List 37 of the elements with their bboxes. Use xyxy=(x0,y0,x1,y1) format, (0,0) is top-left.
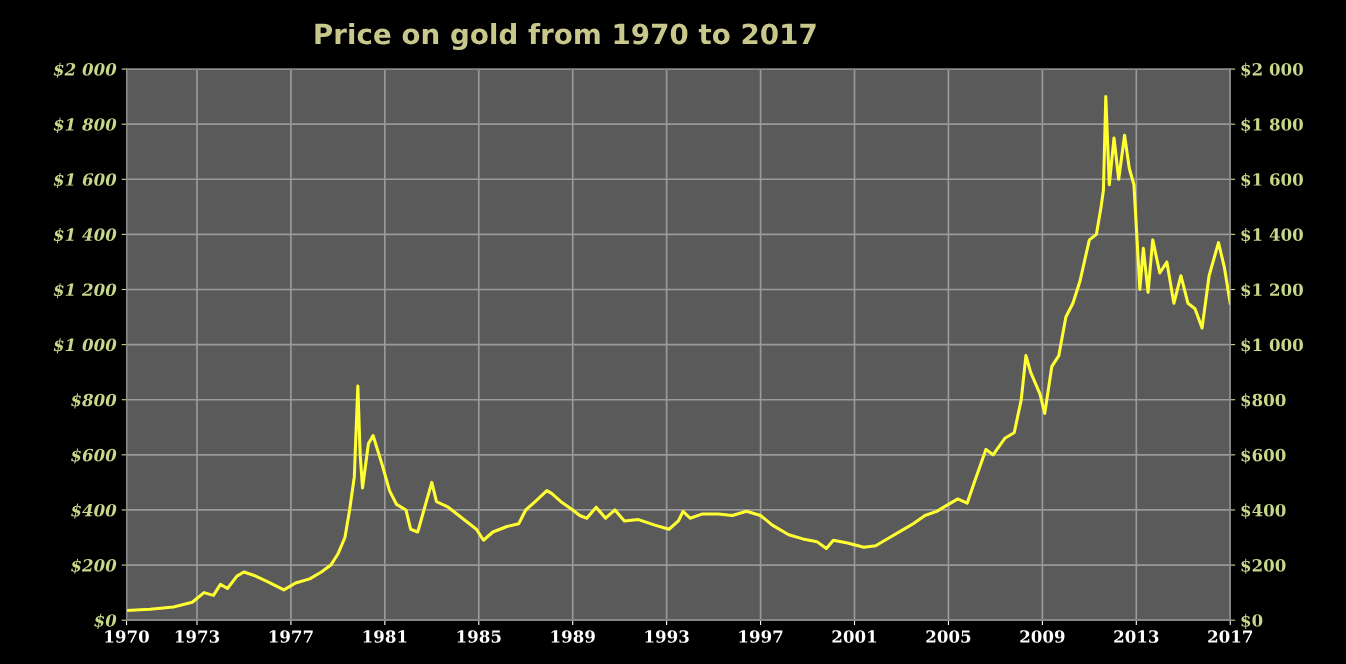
y2-tick-label: $1 600 xyxy=(1241,172,1303,189)
y-tick-label: $2 000 xyxy=(53,62,117,78)
y2-tick-label: $1 400 xyxy=(1241,228,1303,244)
x-tick-label: 1985 xyxy=(457,630,501,643)
y2-tick-label: $600 xyxy=(1241,448,1286,464)
y-tick-label: $400 xyxy=(71,503,117,519)
y2-tick-label: $200 xyxy=(1241,558,1286,574)
y-tick-label: $1 800 xyxy=(53,117,117,133)
x-tick-label: 1989 xyxy=(551,630,595,643)
x-tick-label: 1993 xyxy=(645,630,689,643)
x-tick-label: 2005 xyxy=(926,630,971,643)
x-tick-label: 1970 xyxy=(105,630,149,643)
y-tick-label: $600 xyxy=(71,448,117,464)
y2-tick-label: $1 800 xyxy=(1241,117,1303,133)
y-tick-label: $200 xyxy=(71,558,117,574)
x-tick-label: 1997 xyxy=(739,630,783,643)
x-tick-label: 1981 xyxy=(363,630,407,643)
y2-tick-label: $400 xyxy=(1241,503,1286,519)
y2-tick-label: $1 200 xyxy=(1241,283,1303,299)
chart-title: Price on gold from 1970 to 2017 xyxy=(315,22,816,51)
x-tick-label: 2001 xyxy=(832,630,877,643)
y-tick-label: $0 xyxy=(94,613,117,629)
line-series xyxy=(126,95,1231,613)
y-tick-label: $800 xyxy=(71,393,117,409)
y2-tick-label: $800 xyxy=(1241,393,1286,409)
x-tick-label: 1977 xyxy=(269,630,313,643)
y-tick-label: $1 000 xyxy=(53,338,117,354)
y2-tick-label: $1 000 xyxy=(1241,338,1303,354)
y-tick-label: $1 400 xyxy=(53,228,117,244)
y2-tick-label: $0 xyxy=(1241,613,1263,629)
x-tick-label: 1973 xyxy=(175,630,220,643)
y-tick-label: $1 200 xyxy=(53,283,117,299)
x-tick-label: 2017 xyxy=(1208,630,1253,643)
y2-tick-label: $2 000 xyxy=(1241,62,1303,78)
x-tick-label: 2013 xyxy=(1114,630,1159,643)
y-tick-label: $1 600 xyxy=(53,172,117,189)
x-tick-label: 2009 xyxy=(1020,630,1065,643)
